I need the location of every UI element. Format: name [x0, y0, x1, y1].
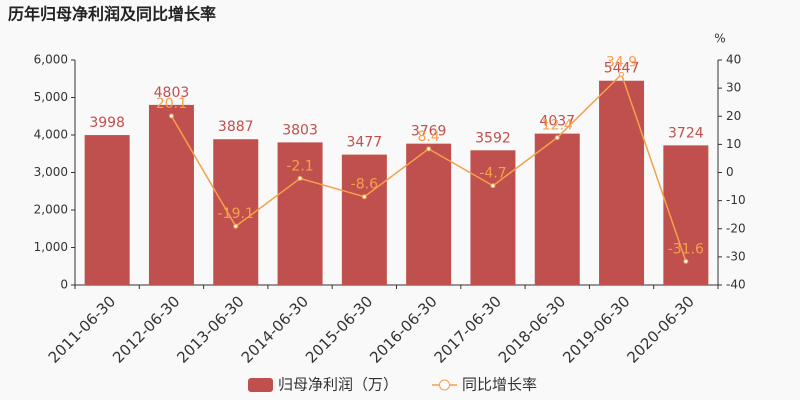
y-tick-label: 3,000 [34, 165, 68, 179]
line-value-label: -8.6 [351, 177, 378, 193]
line-point [619, 71, 625, 77]
line-value-label: 12.4 [542, 118, 573, 134]
bar-value-label: 3769 [411, 124, 447, 140]
line-point [554, 135, 560, 141]
legend-swatch [248, 378, 273, 392]
y2-tick-label: 0 [726, 165, 734, 179]
y-tick-label: 5,000 [34, 90, 68, 104]
line-value-label: 8.4 [418, 129, 440, 145]
legend-label: 同比增长率 [462, 376, 537, 394]
line-point [233, 223, 239, 229]
y2-tick-label: -40 [726, 278, 746, 292]
line-point [426, 146, 432, 152]
bar [534, 133, 580, 285]
chart-title: 历年归母净利润及同比增长率 [8, 5, 216, 24]
line-value-label: 34.9 [606, 54, 637, 70]
y2-tick-label: -30 [726, 249, 746, 263]
line-point [297, 175, 303, 181]
line-point [168, 113, 174, 119]
bar-value-label: 4037 [539, 114, 575, 130]
y2-tick-label: -10 [726, 193, 746, 207]
bar [341, 154, 387, 285]
line-point [683, 258, 689, 264]
bar [599, 80, 645, 285]
bar [470, 150, 516, 285]
bar-value-label: 3477 [347, 135, 383, 151]
y2-tick-label: -20 [726, 221, 746, 235]
bar [148, 104, 194, 285]
bar-value-label: 5447 [604, 61, 640, 77]
y2-tick-label: 10 [726, 137, 741, 151]
line-value-label: -19.1 [218, 206, 254, 222]
bar [213, 139, 259, 285]
bar-value-label: 3803 [282, 122, 318, 138]
line-value-label: -31.6 [668, 241, 704, 257]
bar [84, 135, 130, 285]
bar [277, 142, 323, 285]
line-point [361, 194, 367, 200]
bar-value-label: 4803 [154, 85, 190, 101]
legend-label: 归母净利润（万） [278, 376, 398, 394]
line-value-label: -2.1 [286, 158, 313, 174]
bar-value-label: 3887 [218, 119, 254, 135]
y2-axis-label: % [714, 32, 725, 46]
y2-tick-label: 30 [726, 81, 741, 95]
legend-swatch [439, 379, 450, 391]
y2-tick-label: 40 [726, 53, 741, 67]
line-point [490, 183, 496, 189]
y-tick-label: 2,000 [34, 203, 68, 217]
bar-value-label: 3724 [668, 125, 704, 141]
y2-tick-label: 20 [726, 109, 741, 123]
line-value-label: 20.1 [156, 96, 187, 112]
y-tick-label: 6,000 [34, 53, 68, 67]
bar-value-label: 3998 [89, 115, 125, 131]
y-tick-label: 4,000 [34, 128, 68, 142]
bar [406, 143, 452, 285]
bar-value-label: 3592 [475, 130, 511, 146]
y-tick-label: 0 [60, 278, 68, 292]
y-tick-label: 1,000 [34, 240, 68, 254]
line-value-label: -4.7 [479, 166, 506, 182]
